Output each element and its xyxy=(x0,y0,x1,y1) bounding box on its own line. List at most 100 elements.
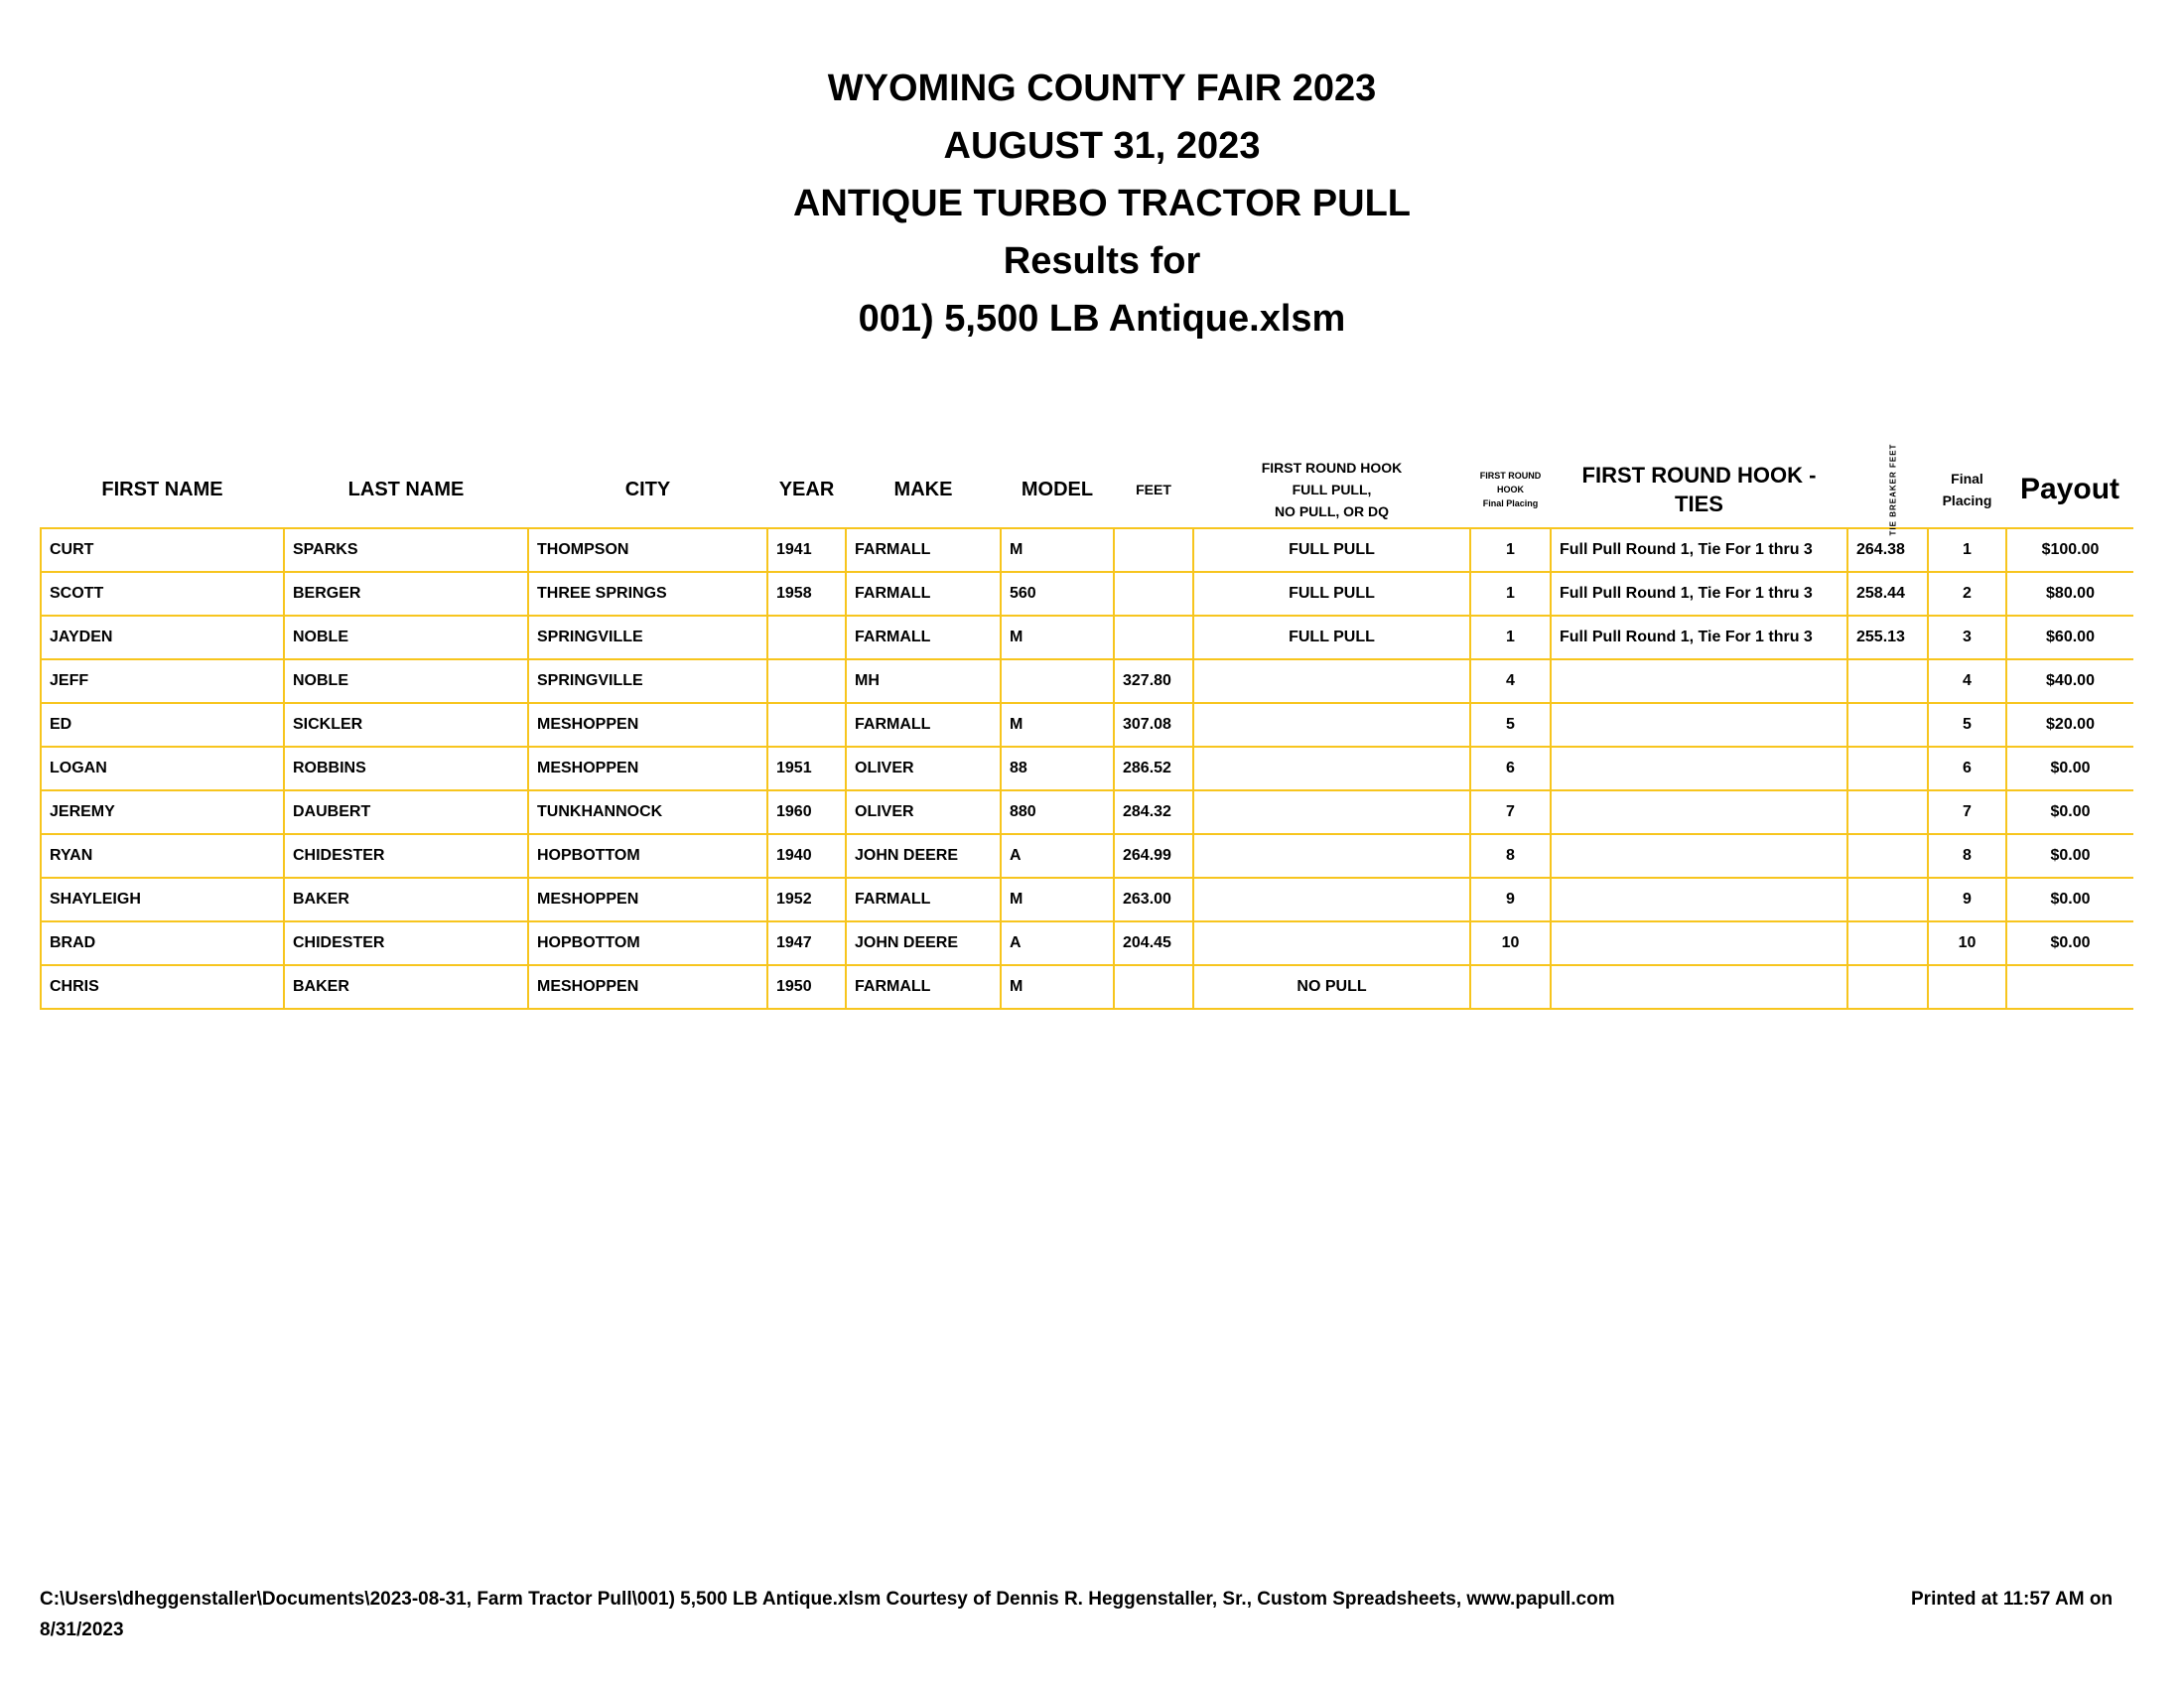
header-first-round-placing: FIRST ROUND HOOK Final Placing xyxy=(1470,452,1551,528)
h: FIRST ROUND HOOK xyxy=(1261,460,1403,476)
title-line: ANTIQUE TURBO TRACTOR PULL xyxy=(792,183,1412,224)
cell-city: MESHOPPEN xyxy=(527,964,768,1010)
header-final-placing: Final Placing xyxy=(1928,452,2006,528)
table-row: BRAD CHIDESTER HOPBOTTOM 1947 JOHN DEERE A 204… xyxy=(40,920,2133,966)
cell-year: 1947 xyxy=(766,920,847,966)
cell-make: OLIVER xyxy=(845,789,1002,835)
header-ties: FIRST ROUND HOOK - TIES xyxy=(1551,452,1847,528)
cell-payout: $0.00 xyxy=(2005,920,2133,966)
cell-model: M xyxy=(1000,877,1115,922)
cell-final-placing: 10 xyxy=(1927,920,2007,966)
cell-feet: 204.45 xyxy=(1113,920,1194,966)
footer: C:\Users\dheggenstaller\Documents\2023-0… xyxy=(40,1584,2144,1645)
cell-first-round-placing: 5 xyxy=(1469,702,1552,748)
cell-model: A xyxy=(1000,920,1115,966)
cell-final-placing: 5 xyxy=(1927,702,2007,748)
cell-last-name: CHIDESTER xyxy=(283,920,529,966)
cell-final-placing: 9 xyxy=(1927,877,2007,922)
table-row: SHAYLEIGH BAKER MESHOPPEN 1952 FARMALL M 263.0… xyxy=(40,877,2133,922)
cell-last-name: NOBLE xyxy=(283,615,529,660)
header-city: CITY xyxy=(624,478,671,500)
table-row: JEREMY DAUBERT TUNKHANNOCK 1960 OLIVER 880 284… xyxy=(40,789,2133,835)
table-row: RYAN CHIDESTER HOPBOTTOM 1940 JOHN DEERE A 264… xyxy=(40,833,2133,879)
cell-first-round-hook xyxy=(1192,658,1471,704)
h: Placing xyxy=(1942,492,1992,508)
cell-payout: $0.00 xyxy=(2005,833,2133,879)
cell-payout: $20.00 xyxy=(2005,702,2133,748)
cell-tie-breaker-feet xyxy=(1846,702,1929,748)
cell-last-name: ROBBINS xyxy=(283,746,529,791)
cell-first-round-hook: FULL PULL xyxy=(1192,571,1471,617)
cell-ties: Full Pull Round 1, Tie For 1 thru 3 xyxy=(1550,615,1848,660)
cell-year: 1940 xyxy=(766,833,847,879)
h: FIRST ROUND xyxy=(1479,471,1542,481)
cell-last-name: SICKLER xyxy=(283,702,529,748)
cell-final-placing: 8 xyxy=(1927,833,2007,879)
cell-last-name: CHIDESTER xyxy=(283,833,529,879)
table-row: JEFF NOBLE SPRINGVILLE MH 327.80 4 4 $40.00 xyxy=(40,658,2133,704)
cell-year: 1950 xyxy=(766,964,847,1010)
cell-first-name: CURT xyxy=(40,527,285,573)
cell-final-placing: 1 xyxy=(1927,527,2007,573)
cell-feet: 284.32 xyxy=(1113,789,1194,835)
cell-ties: Full Pull Round 1, Tie For 1 thru 3 xyxy=(1550,527,1848,573)
footer-printed: Printed at 11:57 AM on xyxy=(1911,1589,2114,1610)
cell-ties xyxy=(1550,746,1848,791)
table-row: SCOTT BERGER THREE SPRINGS 1958 FARMALL 560 FU… xyxy=(40,571,2133,617)
cell-ties xyxy=(1550,702,1848,748)
cell-payout: $100.00 xyxy=(2005,527,2133,573)
cell-make: JOHN DEERE xyxy=(845,920,1002,966)
report-title: WYOMING COUNTY FAIR 2023 AUGUST 31, 2023… xyxy=(0,60,2184,348)
table-row: CHRIS BAKER MESHOPPEN 1950 FARMALL M NO PULL xyxy=(40,964,2133,1010)
cell-make: FARMALL xyxy=(845,702,1002,748)
header-tie-breaker-feet: TIE BREAKER FEET xyxy=(1847,444,1928,536)
cell-first-name: JEFF xyxy=(40,658,285,704)
cell-first-name: JAYDEN xyxy=(40,615,285,660)
header-model: MODEL xyxy=(1021,478,1094,500)
table-row: LOGAN ROBBINS MESHOPPEN 1951 OLIVER 88 286.52 6… xyxy=(40,746,2133,791)
cell-model: 880 xyxy=(1000,789,1115,835)
cell-feet: 327.80 xyxy=(1113,658,1194,704)
cell-model: M xyxy=(1000,527,1115,573)
cell-tie-breaker-feet xyxy=(1846,964,1929,1010)
header-feet: FEET xyxy=(1136,482,1171,497)
title-line: WYOMING COUNTY FAIR 2023 xyxy=(827,68,1377,109)
title-line: AUGUST 31, 2023 xyxy=(943,125,1261,167)
cell-first-round-placing: 9 xyxy=(1469,877,1552,922)
footer-path: C:\Users\dheggenstaller\Documents\2023-0… xyxy=(40,1589,1615,1610)
cell-model: M xyxy=(1000,702,1115,748)
header-make: MAKE xyxy=(893,478,953,500)
header-payout: Payout xyxy=(2019,473,2120,505)
cell-city: MESHOPPEN xyxy=(527,877,768,922)
cell-tie-breaker-feet xyxy=(1846,920,1929,966)
cell-first-name: BRAD xyxy=(40,920,285,966)
cell-make: FARMALL xyxy=(845,615,1002,660)
cell-make: JOHN DEERE xyxy=(845,833,1002,879)
cell-first-name: CHRIS xyxy=(40,964,285,1010)
cell-final-placing: 4 xyxy=(1927,658,2007,704)
cell-year xyxy=(766,702,847,748)
cell-year: 1951 xyxy=(766,746,847,791)
cell-final-placing: 6 xyxy=(1927,746,2007,791)
cell-last-name: SPARKS xyxy=(283,527,529,573)
cell-first-round-placing: 8 xyxy=(1469,833,1552,879)
cell-first-round-hook xyxy=(1192,789,1471,835)
cell-ties xyxy=(1550,964,1848,1010)
header-row: FIRST NAME LAST NAME CITY YEAR MAKE MODE… xyxy=(41,444,2133,536)
table-row: ED SICKLER MESHOPPEN FARMALL M 307.08 5 5 $20.00 xyxy=(40,702,2133,748)
cell-year: 1958 xyxy=(766,571,847,617)
cell-final-placing: 3 xyxy=(1927,615,2007,660)
cell-tie-breaker-feet: 255.13 xyxy=(1846,615,1929,660)
cell-tie-breaker-feet: 258.44 xyxy=(1846,571,1929,617)
cell-first-round-hook: FULL PULL xyxy=(1192,615,1471,660)
h: TIE BREAKER FEET xyxy=(1888,443,1898,536)
cell-feet: 286.52 xyxy=(1113,746,1194,791)
header-last-name: LAST NAME xyxy=(347,478,465,500)
results-table: FIRST NAME LAST NAME CITY YEAR MAKE MODE… xyxy=(40,444,2133,1010)
cell-first-round-placing: 1 xyxy=(1469,527,1552,573)
cell-make: MH xyxy=(845,658,1002,704)
cell-city: SPRINGVILLE xyxy=(527,615,768,660)
title-line: 001) 5,500 LB Antique.xlsm xyxy=(858,298,1346,340)
h: FIRST ROUND HOOK - xyxy=(1581,463,1817,488)
cell-last-name: BERGER xyxy=(283,571,529,617)
